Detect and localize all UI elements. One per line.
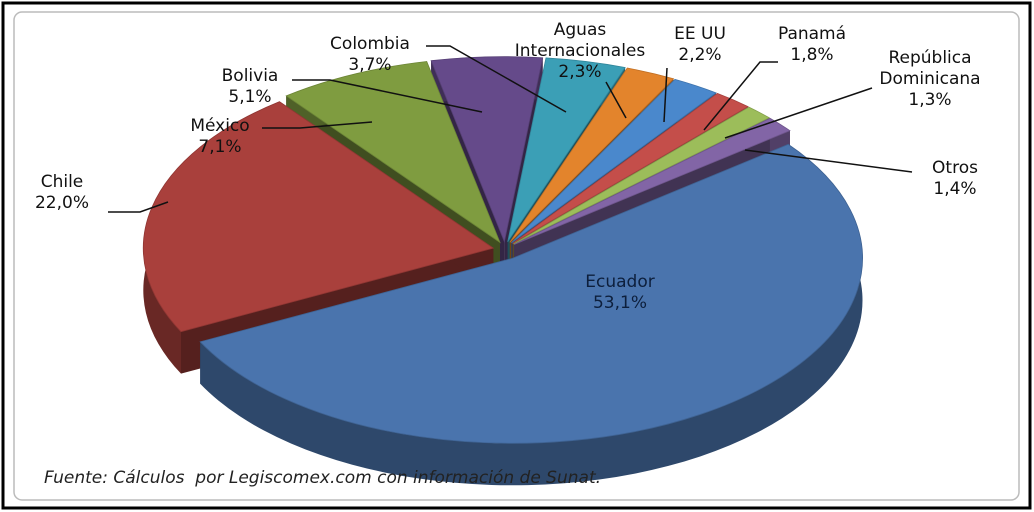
leader-line [605,81,627,119]
slice-label: Aguas Internacionales 2,3% [495,20,665,83]
slice-value: 2,3% [558,62,602,82]
slice-label: Ecuador 53,1% [535,272,705,314]
leader-line [744,149,913,173]
slice-value: 2,2% [678,45,722,65]
slice-value: 1,4% [933,179,977,199]
leader-line [426,45,567,113]
leader-line [724,87,873,139]
slice [513,117,791,245]
slice-label: Colombia 3,7% [285,34,455,76]
inner-frame [13,11,1020,501]
slice-label: República Dominicana 1,3% [845,48,1015,111]
slice [507,57,626,243]
leader-line [663,67,668,123]
slice-name: Bolivia [221,66,279,86]
slice-value: 53,1% [592,293,647,313]
slice-value: 1,3% [908,90,952,110]
slice-name: México [190,116,250,136]
slice-name: Aguas Internacionales [514,20,646,61]
slice [509,67,675,243]
slice [513,106,771,245]
slice-name: Panamá [777,24,847,44]
leader-line [108,201,169,213]
slice [512,92,749,244]
slice-name: Ecuador [585,272,655,292]
pie [142,56,863,486]
slice-name: EE UU [674,24,726,44]
slice-label: Bolivia 5,1% [165,66,335,108]
slice-label: Panamá 1,8% [727,24,897,66]
slice-value: 7,1% [198,137,242,157]
slice-value: 5,1% [228,87,272,107]
slice-value: 22,0% [34,193,89,213]
slice-label: EE UU 2,2% [615,24,785,66]
slice-name: Chile [40,172,84,192]
source-note: Fuente: Cálculos por Legiscomex.com con … [44,468,602,488]
slice [199,143,863,444]
slice-name: Colombia [330,34,410,54]
leader-line [292,79,483,113]
slice-value: 1,8% [790,45,834,65]
slice [285,61,501,244]
slice [511,78,717,244]
slice-name: República Dominicana [879,48,981,89]
slice-label: Otros 1,4% [870,158,1034,200]
slice [430,56,544,243]
leader-line [703,61,778,131]
slice-label: México 7,1% [135,116,305,158]
leader-line [262,121,373,129]
slice-value: 3,7% [348,55,392,75]
leader-lines [108,45,913,213]
slice-name: Otros [932,158,978,178]
slice-label: Chile 22,0% [0,172,147,214]
